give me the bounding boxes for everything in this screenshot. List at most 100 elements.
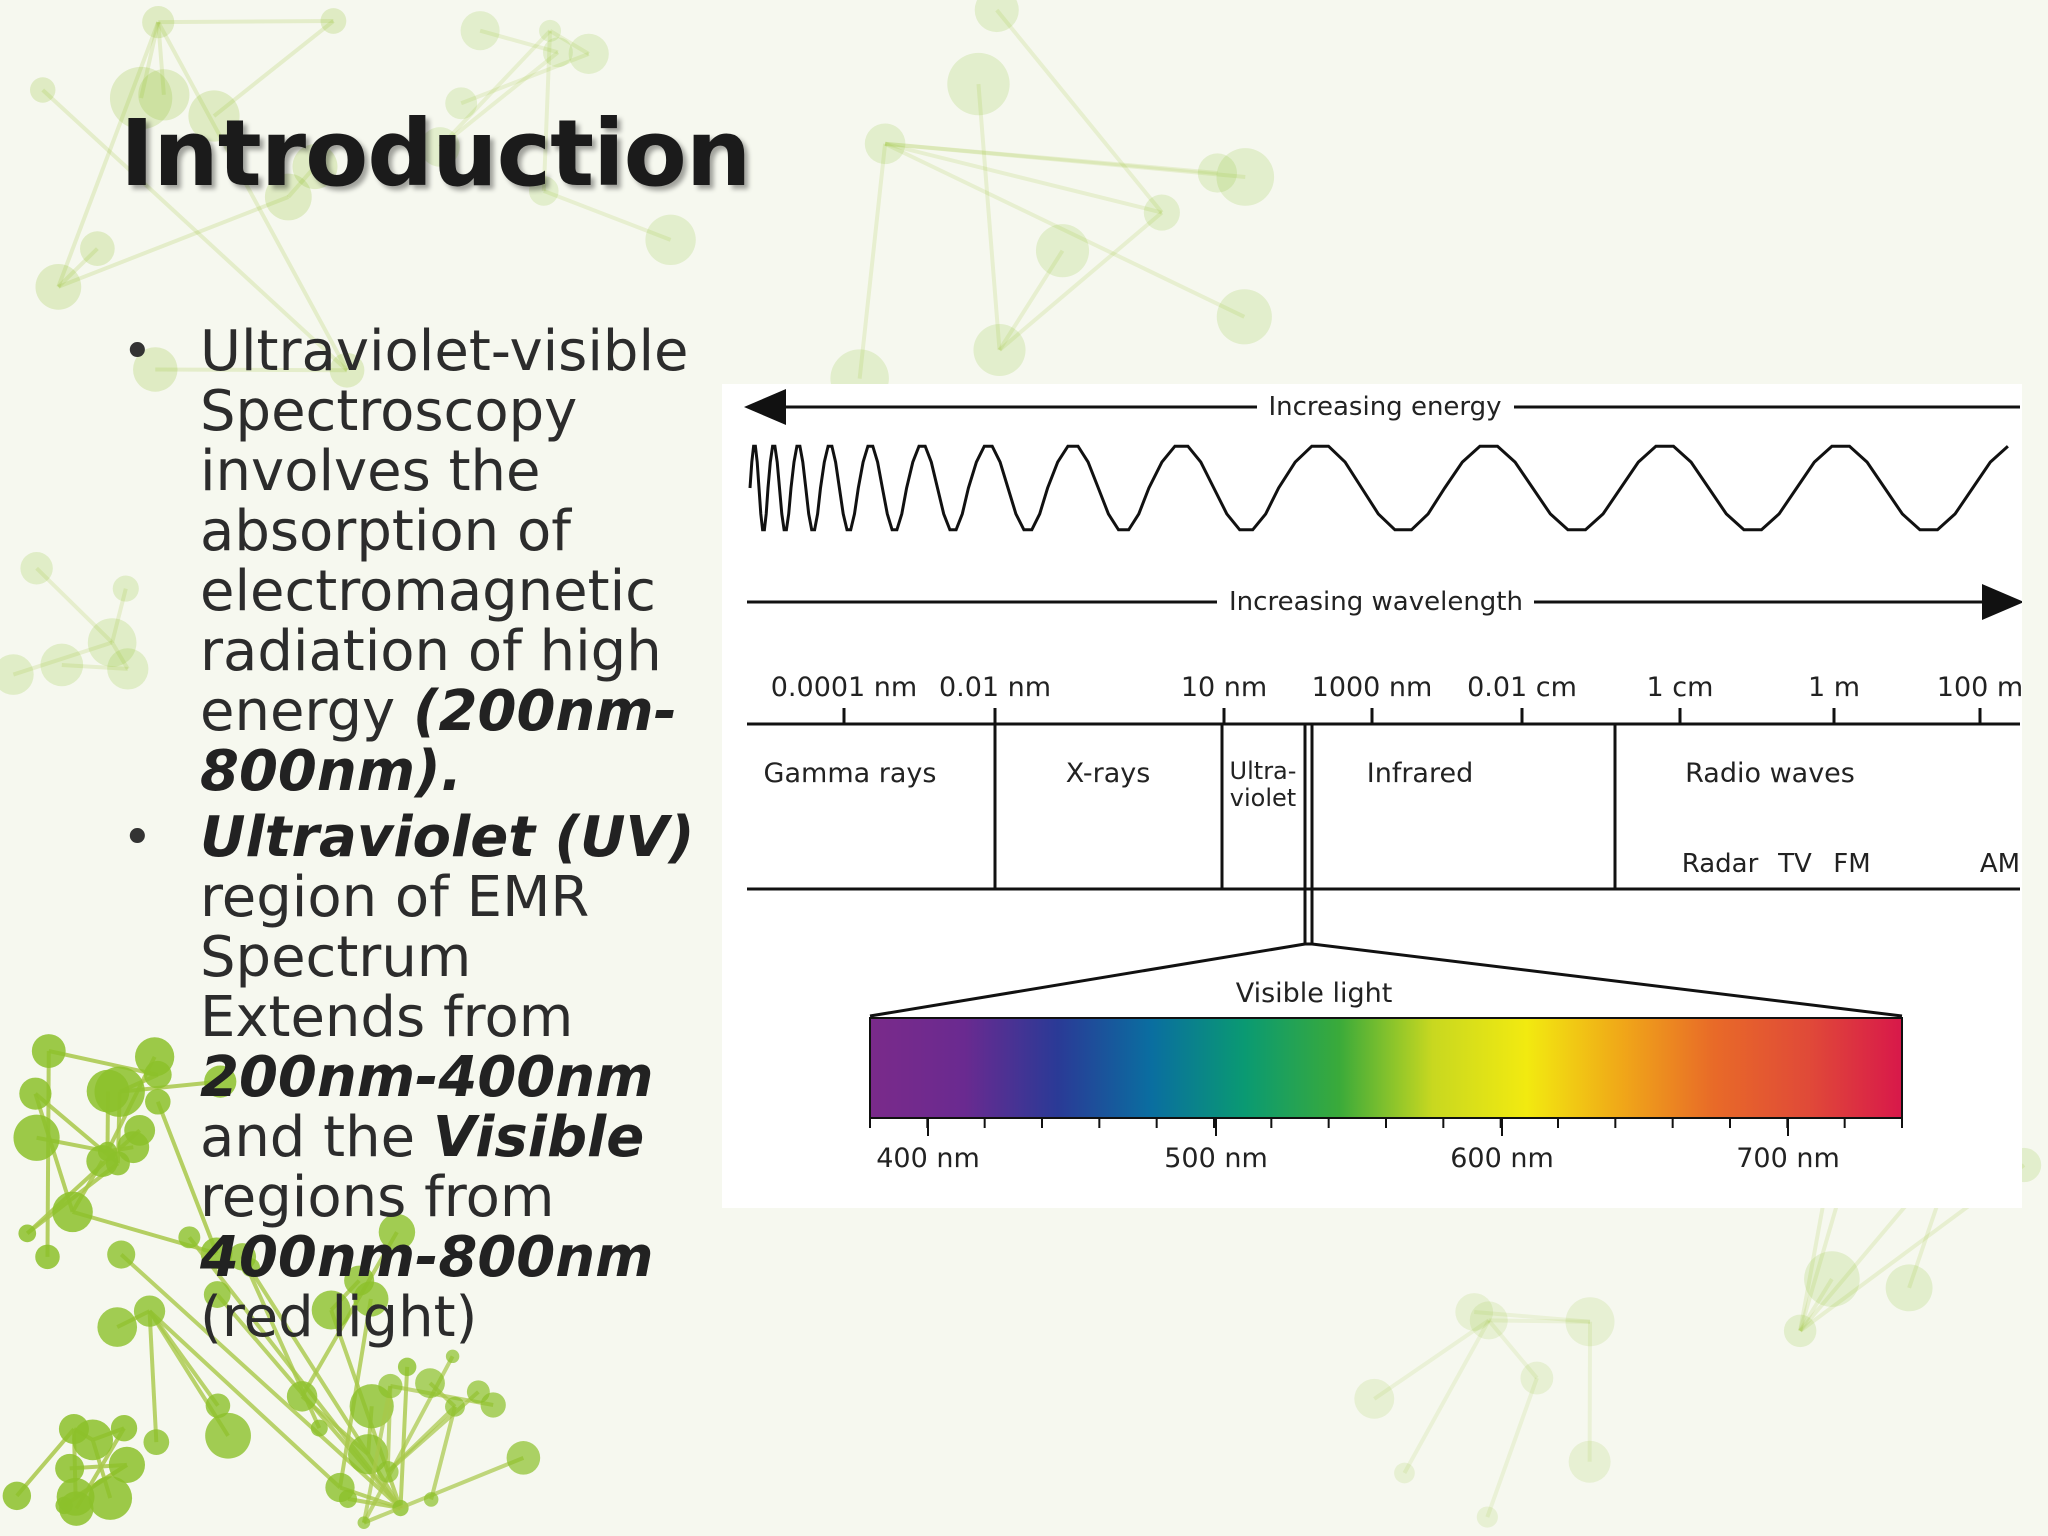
- molecule-atom: [542, 37, 573, 68]
- molecule-atom: [31, 1034, 66, 1068]
- molecule-atom: [264, 173, 312, 221]
- bullet-text: and the: [200, 1105, 433, 1170]
- region-table: [747, 722, 2020, 944]
- region-label-uv: Ultra-: [1230, 757, 1297, 785]
- molecule-atom: [18, 1224, 37, 1243]
- molecule-atom: [329, 352, 365, 388]
- em-spectrum-diagram: Increasing energy Increasing wavelength …: [722, 384, 2022, 1208]
- molecule-atom: [1520, 1361, 1554, 1395]
- scale-label: 0.0001 nm: [771, 672, 917, 703]
- molecule-atom: [2, 1481, 32, 1511]
- spectrum-tick-label: 500 nm: [1164, 1143, 1268, 1174]
- molecule-atom: [35, 263, 82, 310]
- molecule-bond: [1488, 1318, 1591, 1324]
- molecule-atom: [420, 127, 460, 167]
- molecule-atom: [338, 1489, 358, 1508]
- molecule-atom: [97, 1307, 138, 1347]
- molecule-atom: [480, 1392, 506, 1418]
- molecule-atom: [203, 1281, 231, 1308]
- scale-label: 0.01 nm: [939, 672, 1051, 703]
- energy-label: Increasing energy: [1268, 392, 1501, 422]
- visible-expansion-lines: [869, 942, 1903, 1018]
- molecule-bond: [35, 566, 114, 644]
- molecule-atom: [445, 1349, 460, 1364]
- molecule-bond: [56, 21, 161, 288]
- molecule-bond: [884, 141, 1246, 179]
- molecule-bond: [541, 30, 553, 192]
- molecule-atom: [112, 575, 139, 602]
- bullet-icon: •: [122, 808, 153, 868]
- molecule-bond: [286, 165, 317, 199]
- visible-emphasis: Visible: [432, 1105, 645, 1170]
- bullet-text: regions from: [200, 1165, 555, 1230]
- molecule-atom: [55, 1453, 85, 1483]
- molecule-bond: [148, 1309, 342, 1489]
- molecule-atom: [13, 1114, 60, 1161]
- molecule-atom: [107, 648, 149, 690]
- bullet-icon: •: [122, 322, 153, 382]
- molecule-atom: [86, 1069, 130, 1113]
- bullet-text: (red light): [200, 1285, 478, 1350]
- bullet-list: • Ultraviolet-visible Spectroscopy invol…: [118, 322, 698, 1354]
- molecule-bond: [156, 21, 349, 372]
- molecule-bond: [57, 195, 290, 289]
- radio-band-label: TV: [1777, 849, 1812, 879]
- visible-range-emphasis: 400nm-800nm: [200, 1225, 654, 1290]
- spectrum-tick-label: 400 nm: [876, 1143, 980, 1174]
- molecule-atom: [205, 1393, 231, 1419]
- molecule-atom: [974, 0, 1019, 33]
- molecule-atom: [376, 1461, 399, 1483]
- molecule-atom: [0, 654, 34, 695]
- molecule-atom: [423, 1492, 439, 1507]
- molecule-atom: [1197, 153, 1237, 193]
- molecule-atom: [1035, 224, 1090, 278]
- molecule-atom: [1469, 1301, 1508, 1340]
- molecule-bond: [1474, 1309, 1591, 1324]
- molecule-atom: [506, 1441, 541, 1475]
- molecule-atom: [645, 214, 696, 266]
- slide-title: Introduction: [120, 100, 751, 207]
- wavelength-range-emphasis: (200nm-800nm).: [200, 679, 677, 804]
- molecule-bond: [147, 1311, 159, 1443]
- molecule-bond: [857, 143, 888, 379]
- molecule-atom: [529, 176, 559, 206]
- molecule-bond: [1798, 1278, 1834, 1332]
- bullet-item: • Ultraviolet-visible Spectroscopy invol…: [118, 322, 698, 802]
- molecule-atom: [188, 90, 240, 142]
- scale-label: 1000 nm: [1312, 672, 1433, 703]
- molecule-atom: [357, 1516, 371, 1530]
- uv-emphasis: Ultraviolet (UV): [200, 805, 695, 870]
- visible-light-label: Visible light: [1236, 978, 1393, 1009]
- visible-spectrum-bar: [869, 1017, 1903, 1119]
- molecule-atom: [397, 1357, 417, 1377]
- scale-label: 1 m: [1808, 672, 1860, 703]
- molecule-atom: [109, 66, 173, 130]
- molecule-atom: [1455, 1293, 1494, 1331]
- molecule-atom: [143, 1060, 172, 1089]
- molecule-atom: [1394, 1462, 1415, 1484]
- scale-label: 100 m: [1937, 672, 2022, 703]
- molecule-atom: [1565, 1297, 1615, 1347]
- region-label-gamma: Gamma rays: [764, 758, 937, 789]
- molecule-bond: [884, 141, 1218, 175]
- molecule-atom: [1885, 1264, 1933, 1312]
- molecule-atom: [204, 1065, 237, 1098]
- bullet-item: • Ultraviolet (UV) region of EMR Spectru…: [118, 808, 698, 1348]
- molecule-bond: [1402, 1319, 1491, 1474]
- molecule-bond: [155, 1101, 219, 1255]
- molecule-atom: [241, 1258, 261, 1277]
- molecule-atom: [142, 6, 175, 39]
- molecule-atom: [19, 1077, 52, 1110]
- wave-curve: [748, 444, 2009, 532]
- molecule-atom: [539, 19, 562, 42]
- molecule-bond: [139, 21, 161, 99]
- molecule-bond: [156, 21, 166, 95]
- molecule-atom: [110, 1415, 138, 1442]
- molecule-atom: [1143, 194, 1180, 231]
- molecule-atom: [1216, 289, 1272, 345]
- molecule-bond: [884, 141, 1246, 319]
- region-label-radio: Radio waves: [1685, 758, 1855, 789]
- molecule-atom: [88, 1476, 133, 1520]
- molecule-atom: [117, 1131, 150, 1164]
- scale-label: 1 cm: [1647, 672, 1714, 703]
